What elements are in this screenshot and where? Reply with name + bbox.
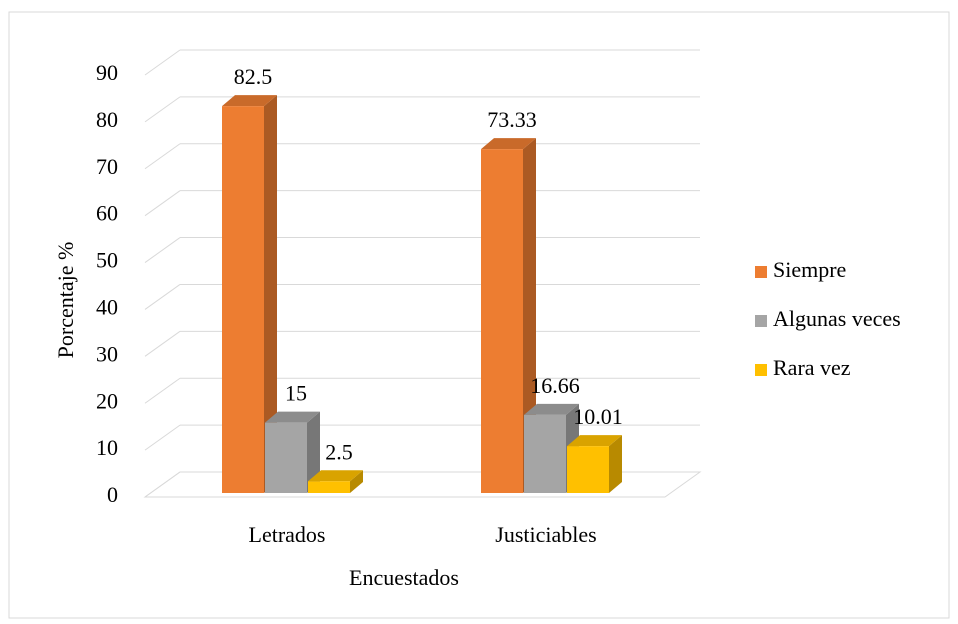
bar-front xyxy=(222,106,264,494)
bar-top xyxy=(222,95,277,107)
grid-line xyxy=(144,96,181,123)
y-tick-label: 20 xyxy=(96,388,118,413)
y-tick-label: 50 xyxy=(96,248,118,273)
y-tick-label: 70 xyxy=(96,154,118,179)
bar-top xyxy=(481,138,536,150)
grid-line xyxy=(144,424,181,451)
data-label: 73.33 xyxy=(487,107,537,132)
bar-front xyxy=(308,481,350,493)
y-axis-label: Porcentaje % xyxy=(53,242,78,359)
bar xyxy=(524,403,579,493)
grid-line xyxy=(144,377,181,404)
bar-side xyxy=(523,138,536,494)
grid-line xyxy=(144,49,181,76)
grid-line xyxy=(144,284,181,310)
y-tick-label: 40 xyxy=(96,294,118,319)
data-label: 15 xyxy=(285,381,307,406)
bar-front xyxy=(524,414,566,493)
y-tick-label: 90 xyxy=(96,60,118,85)
grid-line xyxy=(144,190,181,217)
bar-top xyxy=(567,435,622,447)
bar xyxy=(265,411,320,493)
legend-label: Algunas veces xyxy=(773,306,901,331)
bar xyxy=(308,470,363,493)
data-label: 10.01 xyxy=(573,404,623,429)
bar xyxy=(567,435,622,493)
bar-top xyxy=(265,411,320,423)
y-tick-label: 30 xyxy=(96,341,118,366)
chart-frame xyxy=(8,11,950,619)
legend-label: Siempre xyxy=(773,257,846,282)
grid-line xyxy=(144,471,181,498)
bar xyxy=(222,95,277,494)
x-axis-label: Encuestados xyxy=(349,565,459,590)
legend-label: Rara vez xyxy=(773,355,851,380)
y-tick-label: 80 xyxy=(96,107,118,132)
y-tick-label: 60 xyxy=(96,201,118,226)
bar-side xyxy=(264,95,277,494)
bar-top xyxy=(524,403,579,415)
legend-swatch xyxy=(755,315,767,327)
data-label: 82.5 xyxy=(234,64,273,89)
data-label: 16.66 xyxy=(530,373,580,398)
grid-line xyxy=(144,143,181,170)
x-tick-label: Justiciables xyxy=(495,522,596,547)
bar-front xyxy=(265,422,307,493)
bar xyxy=(481,138,536,494)
bar-side xyxy=(350,470,363,493)
bar-side xyxy=(609,435,622,493)
bar-side xyxy=(307,411,320,493)
y-tick-label: 0 xyxy=(107,482,118,507)
y-tick-label: 10 xyxy=(96,435,118,460)
bar-front xyxy=(481,149,523,494)
x-tick-label: Letrados xyxy=(249,522,326,547)
grid-line xyxy=(144,330,181,357)
data-label: 2.5 xyxy=(325,439,353,464)
legend-swatch xyxy=(755,364,767,376)
legend-swatch xyxy=(755,266,767,278)
grid-line xyxy=(144,237,181,263)
bar-top xyxy=(308,470,363,482)
bar-front xyxy=(567,446,609,493)
